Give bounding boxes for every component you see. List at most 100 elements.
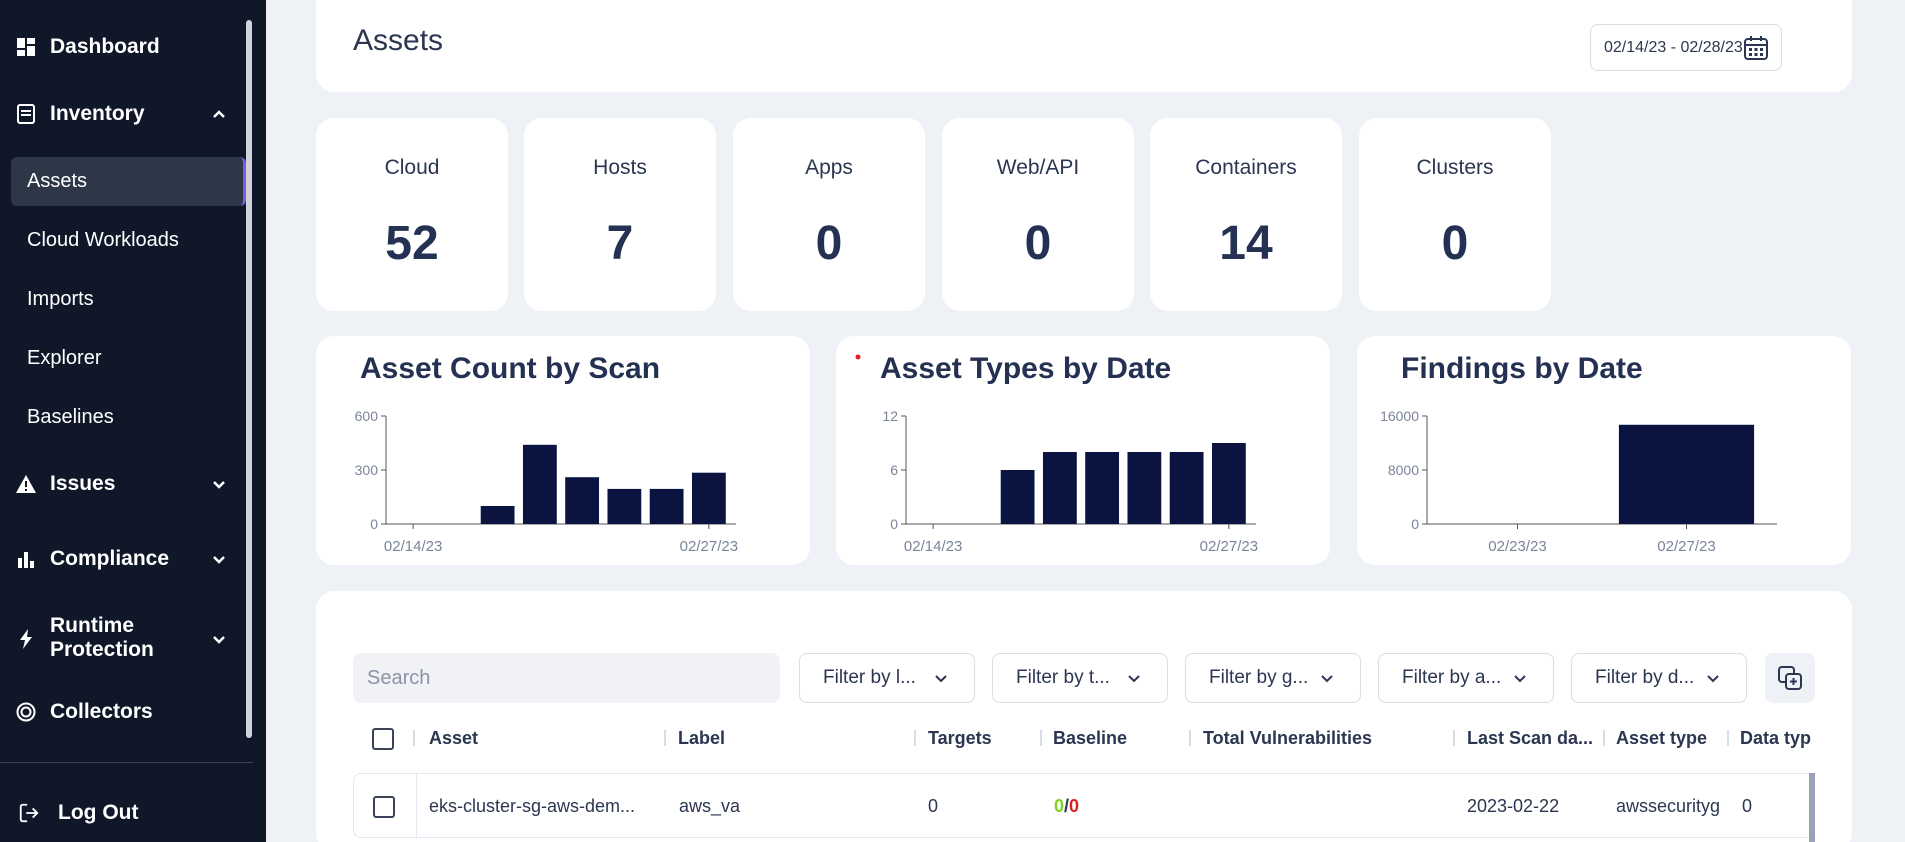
sidebar-item-imports[interactable]: Imports xyxy=(27,288,94,310)
chart-bar[interactable] xyxy=(607,488,642,524)
chart-bar[interactable] xyxy=(1127,452,1162,524)
status-dot-icon xyxy=(855,354,861,360)
chart-bar[interactable] xyxy=(480,506,515,524)
stat-label: Cloud xyxy=(384,156,440,179)
col-baseline[interactable]: Baseline xyxy=(1053,728,1128,748)
chevron-down-icon xyxy=(1128,675,1140,683)
page-title: Assets xyxy=(353,24,444,57)
target-icon xyxy=(15,701,37,723)
filter-group-dropdown[interactable]: Filter by g... xyxy=(1185,653,1361,703)
chart-bar[interactable] xyxy=(565,477,600,524)
stat-label: Containers xyxy=(1195,156,1297,179)
dashboard-icon xyxy=(15,36,37,58)
chevron-down-icon xyxy=(1707,675,1719,683)
sidebar-item-cloud-workloads[interactable]: Cloud Workloads xyxy=(27,229,179,251)
sidebar-scrollbar[interactable] xyxy=(246,20,252,738)
filter-text: Filter by g... xyxy=(1209,667,1309,688)
chart-title: Asset Count by Scan xyxy=(360,352,661,385)
stat-label: Apps xyxy=(805,156,853,179)
y-tick-label: 300 xyxy=(355,462,379,478)
x-tick-label: 02/14/23 xyxy=(904,538,962,555)
stat-card-containers[interactable]: Containers 14 xyxy=(1150,118,1342,311)
cell-asset[interactable]: eks-cluster-sg-aws-dem... xyxy=(429,796,636,816)
col-last-scan-date[interactable]: Last Scan da... xyxy=(1467,728,1594,748)
column-divider xyxy=(914,730,916,746)
export-button[interactable] xyxy=(1765,653,1815,703)
select-all-checkbox[interactable] xyxy=(372,728,394,750)
chevron-down-icon xyxy=(213,556,225,564)
row-cell-divider xyxy=(416,774,417,839)
col-total-vulnerabilities[interactable]: Total Vulnerabilities xyxy=(1203,728,1373,748)
search-input[interactable]: Search xyxy=(353,653,780,703)
col-label[interactable]: Label xyxy=(678,728,726,748)
nav-compliance[interactable]: Compliance xyxy=(0,542,250,576)
lightning-icon xyxy=(15,628,37,650)
stat-value: 0 xyxy=(815,217,843,270)
assets-table-card: Search Filter by l... Filter by t... Fil… xyxy=(316,591,1852,842)
x-tick-label: 02/27/23 xyxy=(680,538,738,555)
runtime-line2: Protection xyxy=(50,638,154,661)
nav-runtime-protection[interactable]: Runtime Protection xyxy=(0,614,250,664)
stat-card-cloud[interactable]: Cloud 52 xyxy=(316,118,508,311)
baseline-separator: / xyxy=(1064,796,1070,816)
stat-value: 0 xyxy=(1441,217,1469,270)
chart-bar[interactable] xyxy=(1000,470,1035,524)
chart-bar[interactable] xyxy=(649,488,684,524)
date-range-text: 02/14/23 - 02/28/23 xyxy=(1604,38,1743,56)
sidebar-item-baselines[interactable]: Baselines xyxy=(27,406,114,428)
chart-bar[interactable] xyxy=(1211,443,1246,524)
sidebar: Dashboard Inventory Assets Cloud Workloa… xyxy=(0,0,266,842)
y-tick-label: 0 xyxy=(1411,516,1419,532)
chart-bar[interactable] xyxy=(1618,424,1755,524)
chart-card-asset-types: Asset Types by Date 0 6 12 02/14/23 02/27/23 xyxy=(836,336,1330,565)
nav-inventory[interactable]: Inventory xyxy=(0,97,250,131)
chart-bar[interactable] xyxy=(1169,452,1204,524)
col-asset[interactable]: Asset xyxy=(429,728,479,748)
chart-asset-count-by-scan: 0 300 600 02/14/23 02/27/23 xyxy=(355,408,738,555)
calendar-icon[interactable] xyxy=(1743,35,1769,61)
stat-card-clusters[interactable]: Clusters 0 xyxy=(1359,118,1551,311)
stat-card-webapi[interactable]: Web/API 0 xyxy=(942,118,1134,311)
filter-asset-dropdown[interactable]: Filter by a... xyxy=(1378,653,1554,703)
nav-collectors[interactable]: Collectors xyxy=(0,695,250,729)
date-range-picker[interactable]: 02/14/23 - 02/28/23 xyxy=(1590,24,1782,71)
x-tick-label: 02/27/23 xyxy=(1657,538,1715,555)
col-targets[interactable]: Targets xyxy=(928,728,992,748)
bar-chart-icon xyxy=(15,548,37,570)
chart-bar[interactable] xyxy=(1085,452,1120,524)
chevron-down-icon xyxy=(935,675,947,683)
chart-bar[interactable] xyxy=(691,472,726,524)
copy-add-icon xyxy=(1778,666,1802,690)
nav-inventory-label: Inventory xyxy=(50,102,145,125)
filter-type-dropdown[interactable]: Filter by t... xyxy=(992,653,1168,703)
stat-value: 14 xyxy=(1219,217,1273,270)
filter-text: Filter by l... xyxy=(823,667,916,688)
y-tick-label: 0 xyxy=(370,516,378,532)
sidebar-item-assets[interactable]: Assets xyxy=(11,157,246,206)
col-data-type[interactable]: Data typ xyxy=(1740,728,1812,748)
warning-icon xyxy=(15,473,37,495)
chevron-up-icon xyxy=(213,110,225,118)
stat-card-apps[interactable]: Apps 0 xyxy=(733,118,925,311)
page-header: Assets 02/14/23 - 02/28/23 xyxy=(316,0,1852,92)
nav-dashboard[interactable]: Dashboard xyxy=(0,30,250,64)
chart-bar[interactable] xyxy=(1042,452,1077,524)
chevron-down-icon xyxy=(1321,675,1333,683)
stat-card-hosts[interactable]: Hosts 7 xyxy=(524,118,716,311)
filter-label-dropdown[interactable]: Filter by l... xyxy=(799,653,975,703)
col-asset-type[interactable]: Asset type xyxy=(1616,728,1708,748)
row-checkbox[interactable] xyxy=(373,796,395,818)
cell-data-type: 0 xyxy=(1742,796,1753,816)
sidebar-item-explorer[interactable]: Explorer xyxy=(27,347,102,369)
column-divider xyxy=(1603,730,1605,746)
y-tick-label: 0 xyxy=(890,516,898,532)
filter-text: Filter by a... xyxy=(1402,667,1502,688)
filter-data-dropdown[interactable]: Filter by d... xyxy=(1571,653,1747,703)
nav-compliance-label: Compliance xyxy=(50,547,170,570)
y-tick-label: 8000 xyxy=(1388,462,1419,478)
nav-issues[interactable]: Issues xyxy=(0,467,250,501)
chart-bar[interactable] xyxy=(522,444,557,524)
table-scrollbar[interactable] xyxy=(1809,773,1815,842)
logout-button[interactable]: Log Out xyxy=(0,796,250,830)
chart-card-findings: Findings by Date 0 8000 16000 02/23/23 02/27… xyxy=(1357,336,1851,565)
